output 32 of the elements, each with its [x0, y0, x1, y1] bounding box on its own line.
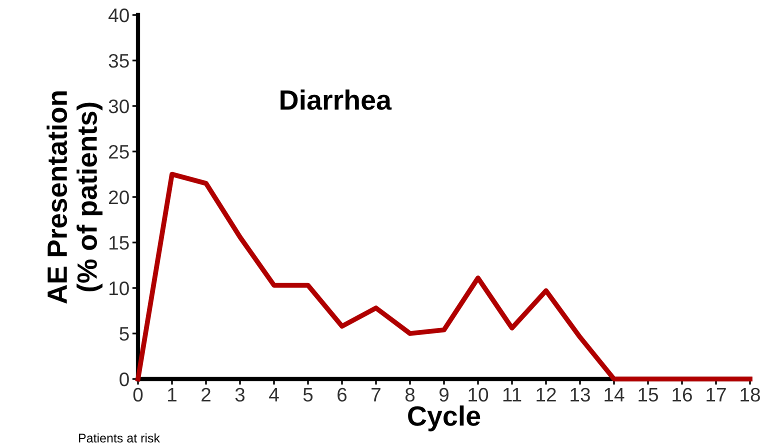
- x-tick-label: 9: [440, 388, 448, 402]
- y-axis-title: AE Presentation (% of patients): [46, 91, 102, 304]
- x-tick-label: 4: [269, 388, 279, 402]
- y-tick-label: 5: [120, 327, 129, 341]
- x-tick-label: 15: [638, 388, 658, 402]
- y-tick-label: 0: [120, 372, 129, 386]
- x-tick-label: 10: [468, 388, 488, 402]
- x-tick-label: 16: [672, 388, 692, 402]
- y-tick-label: 15: [110, 236, 129, 250]
- x-tick-label: 18: [740, 388, 760, 402]
- x-tick-label: 17: [706, 388, 726, 402]
- x-tick-label: 12: [536, 388, 556, 402]
- x-axis-title: Cycle: [408, 405, 480, 432]
- x-tick-label: 8: [405, 388, 415, 402]
- x-tick-label: 1: [168, 388, 176, 402]
- text: Diarrhea: [280, 90, 392, 110]
- y-tick-label: 30: [108, 99, 129, 114]
- x-tick-label: 7: [372, 388, 380, 402]
- x-tick-label: 6: [338, 388, 347, 402]
- x-tick-label: 5: [303, 388, 313, 402]
- x-tick-label: 2: [202, 388, 210, 402]
- y-tick-label: 40: [108, 8, 129, 22]
- y-tick-label: 20: [109, 190, 129, 204]
- y-tick-label: 25: [109, 144, 129, 159]
- y-tick-label: 10: [110, 281, 129, 296]
- x-tick-label: 0: [133, 388, 143, 402]
- x-tick-label: 13: [570, 388, 590, 402]
- text: Patients at risk: [79, 433, 160, 443]
- y-tick-label: 35: [108, 54, 129, 68]
- x-tick-label: 11: [503, 388, 522, 402]
- x-tick-label: 14: [604, 388, 624, 402]
- x-tick-label: 3: [235, 388, 245, 402]
